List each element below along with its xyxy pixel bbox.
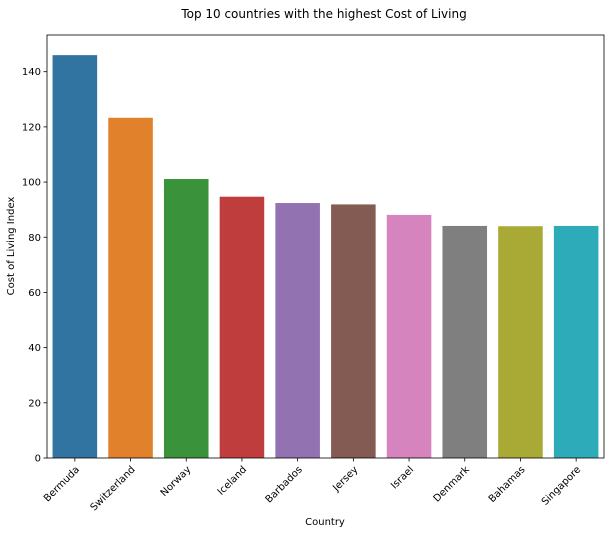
y-tick-label: 60 xyxy=(28,288,41,299)
y-tick-label: 140 xyxy=(22,67,41,78)
x-tick-label-barbados: Barbados xyxy=(264,464,305,505)
bar-jersey xyxy=(331,204,376,458)
bar-bahamas xyxy=(498,226,543,458)
y-tick-label: 0 xyxy=(35,454,41,465)
x-tick-label-israel: Israel xyxy=(389,464,416,491)
bar-switzerland xyxy=(108,117,153,458)
bar-israel xyxy=(386,214,432,458)
y-axis-label: Cost of Living Index xyxy=(6,197,17,296)
x-tick-label-norway: Norway xyxy=(159,464,194,499)
bar-singapore xyxy=(553,225,599,458)
bar-barbados xyxy=(275,203,320,458)
x-tick-label-bermuda: Bermuda xyxy=(42,464,82,504)
x-tick-label-denmark: Denmark xyxy=(432,464,472,504)
bar-bermuda xyxy=(52,55,98,459)
x-axis: Bermuda Switzerland Norway Iceland Barbados J… xyxy=(42,458,583,513)
bar-iceland xyxy=(219,196,265,459)
x-tick-label-switzerland: Switzerland xyxy=(89,464,138,513)
bar-norway xyxy=(163,179,209,459)
bar-denmark xyxy=(442,225,488,458)
plot-frame xyxy=(46,34,605,459)
x-tick-label-jersey: Jersey xyxy=(330,464,360,494)
x-tick-label-singapore: Singapore xyxy=(540,464,583,507)
x-tick-label-bahamas: Bahamas xyxy=(487,464,528,505)
chart-title: Top 10 countries with the highest Cost o… xyxy=(180,7,466,21)
y-tick-label: 40 xyxy=(28,343,41,354)
y-tick-label: 100 xyxy=(22,178,41,189)
x-tick-label-iceland: Iceland xyxy=(216,464,249,497)
y-tick-label: 20 xyxy=(28,398,41,409)
y-tick-label: 80 xyxy=(28,233,41,244)
bars-group xyxy=(52,55,599,459)
y-tick-label: 120 xyxy=(22,122,41,133)
x-axis-label: Country xyxy=(305,517,345,528)
y-axis: 0 20 40 60 80 100 120 140 xyxy=(22,67,47,465)
